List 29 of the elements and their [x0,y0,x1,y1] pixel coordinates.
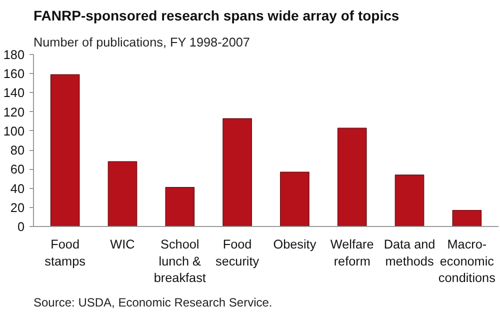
y-tick-label: 40 [10,182,24,196]
x-tick-label: Macro-economic conditions [438,238,496,286]
source-note: Source: USDA, Economic Research Service. [34,296,272,310]
x-tick-label: Welfare reform [330,238,374,268]
y-tick-label: 60 [10,162,24,177]
chart-subtitle: Number of publications, FY 1998-2007 [34,36,250,50]
x-tick-label: Obesity [273,238,317,252]
y-tick-label: 0 [17,220,25,234]
bar [452,210,482,226]
x-tick-label: Food security [215,238,260,268]
bar [108,161,138,226]
y-tick-label: 140 [3,86,25,100]
y-tick-label: 180 [3,48,25,62]
y-tick-label: 120 [3,105,25,120]
bar [337,128,367,226]
x-tick-label: Food stamps [44,238,86,268]
bar [222,118,252,226]
x-tick-label: Data and methods [384,238,436,268]
chart-title: FANRP-sponsored research spans wide array of topics [34,8,400,24]
y-tick-label: 160 [3,67,25,82]
y-tick-label: 100 [3,124,25,138]
x-tick-label: WIC [110,238,135,252]
bar [394,174,424,226]
x-tick-label: School lunch & breakfast [154,238,206,286]
y-tick-label: 20 [10,200,24,215]
bar [165,187,195,226]
bar [280,172,310,226]
y-tick-label: 80 [10,144,24,158]
bar [50,74,80,226]
